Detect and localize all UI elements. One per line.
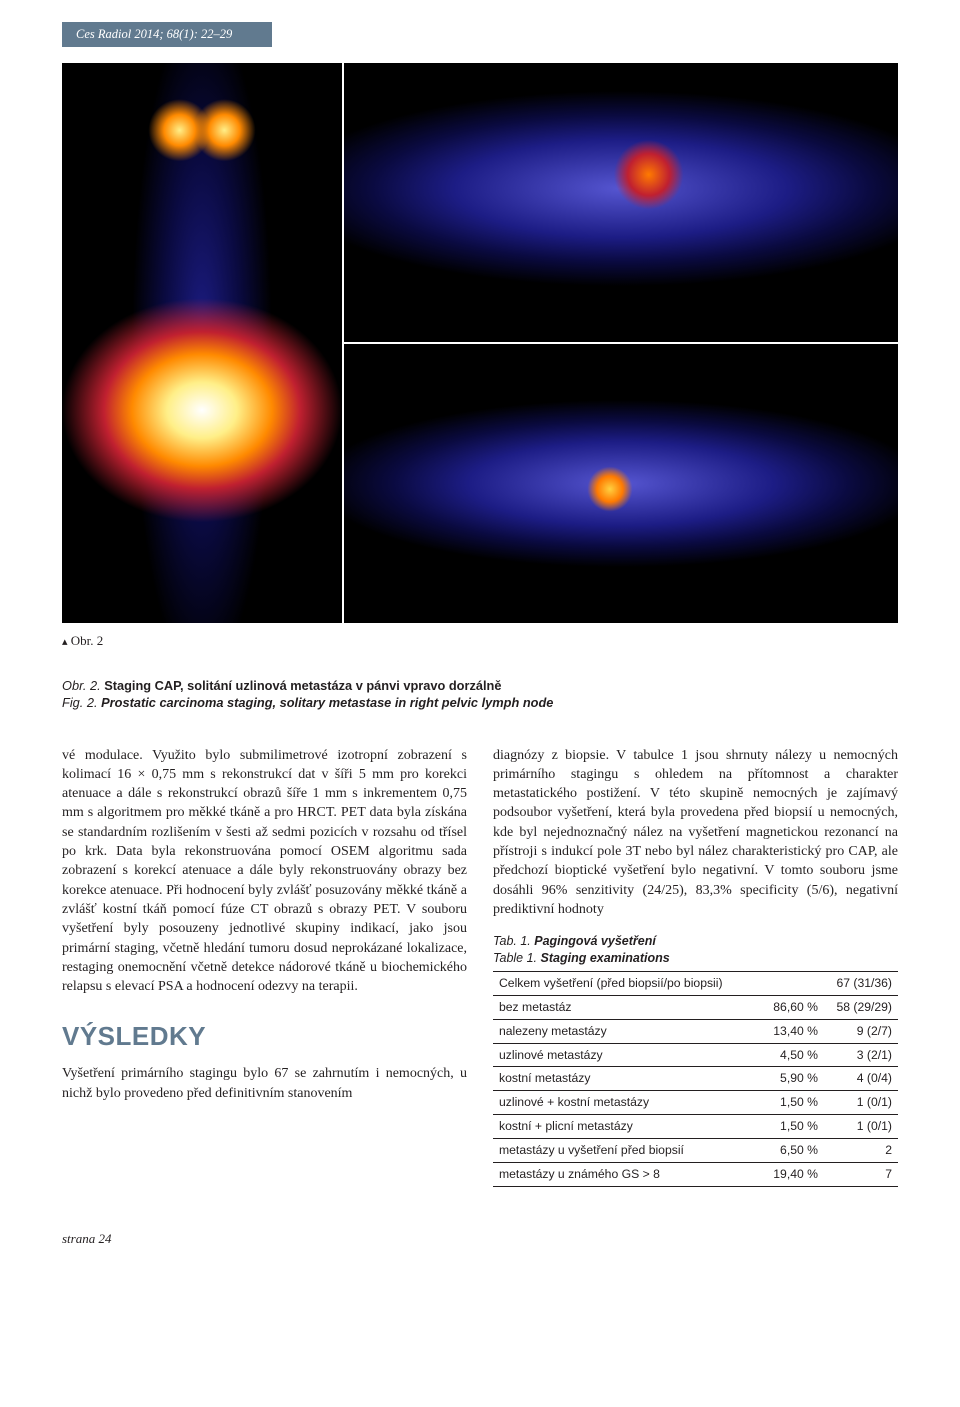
table-caption-cz-text: Pagingová vyšetření (534, 934, 656, 948)
table-row: uzlinové + kostní metastázy1,50 %1 (0/1) (493, 1091, 898, 1115)
caption-en-text: Prostatic carcinoma staging, solitary me… (101, 695, 553, 710)
left-paragraph-1: vé modulace. Využito bylo submilimetrové… (62, 746, 467, 997)
table-cell-n: 1 (0/1) (824, 1115, 898, 1139)
table-cell-n: 3 (2/1) (824, 1043, 898, 1067)
table-caption: Tab. 1. Pagingová vyšetření Table 1. Sta… (493, 933, 898, 967)
table-row: kostní metastázy5,90 %4 (0/4) (493, 1067, 898, 1091)
table-cell-label: uzlinové + kostní metastázy (493, 1091, 750, 1115)
table-row: nalezeny metastázy13,40 %9 (2/7) (493, 1019, 898, 1043)
table-cell-pct: 1,50 % (750, 1115, 824, 1139)
caption-cz-tag: Obr. 2. (62, 678, 101, 693)
table-cell-n: 67 (31/36) (824, 972, 898, 996)
table-cell-label: bez metastáz (493, 995, 750, 1019)
right-paragraph-1: diagnózy z biopsie. V tabulce 1 jsou shr… (493, 746, 898, 920)
figure-marker-label: Obr. 2 (71, 633, 104, 648)
table-cell-n: 58 (29/29) (824, 995, 898, 1019)
figure-2: ▴ Obr. 2 Obr. 2. Staging CAP, solitání u… (62, 63, 898, 712)
section-heading-results: VÝSLEDKY (62, 1019, 467, 1055)
table-cell-label: kostní metastázy (493, 1067, 750, 1091)
right-column: diagnózy z biopsie. V tabulce 1 jsou shr… (493, 746, 898, 1187)
table-cell-n: 7 (824, 1162, 898, 1186)
table-row: metastázy u známého GS > 819,40 %7 (493, 1162, 898, 1186)
table-cell-pct: 5,90 % (750, 1067, 824, 1091)
table-caption-cz-tag: Tab. 1. (493, 934, 531, 948)
table-cell-n: 9 (2/7) (824, 1019, 898, 1043)
table-cell-pct: 4,50 % (750, 1043, 824, 1067)
table-cell-n: 4 (0/4) (824, 1067, 898, 1091)
left-paragraph-2: Vyšetření primárního stagingu bylo 67 se… (62, 1064, 467, 1103)
journal-header: Ces Radiol 2014; 68(1): 22–29 (62, 22, 272, 47)
staging-table: Celkem vyšetření (před biopsií/po biopsi… (493, 971, 898, 1186)
table-cell-label: Celkem vyšetření (před biopsií/po biopsi… (493, 972, 824, 996)
table-cell-label: nalezeny metastázy (493, 1019, 750, 1043)
table-row: Celkem vyšetření (před biopsií/po biopsi… (493, 972, 898, 996)
table-cell-pct: 86,60 % (750, 995, 824, 1019)
table-cell-n: 2 (824, 1138, 898, 1162)
table-cell-pct: 1,50 % (750, 1091, 824, 1115)
figure-caption: Obr. 2. Staging CAP, solitání uzlinová m… (62, 677, 898, 712)
scan-coronal (62, 63, 342, 623)
figure-marker: ▴ Obr. 2 (62, 633, 898, 649)
table-row: kostní + plicní metastázy1,50 %1 (0/1) (493, 1115, 898, 1139)
table-cell-pct: 13,40 % (750, 1019, 824, 1043)
page-footer: strana 24 (62, 1231, 898, 1247)
table-cell-pct: 6,50 % (750, 1138, 824, 1162)
table-cell-label: metastázy u známého GS > 8 (493, 1162, 750, 1186)
caption-cz-text: Staging CAP, solitání uzlinová metastáza… (104, 678, 501, 693)
table-cell-label: kostní + plicní metastázy (493, 1115, 750, 1139)
table-row: metastázy u vyšetření před biopsií6,50 %… (493, 1138, 898, 1162)
table-cell-n: 1 (0/1) (824, 1091, 898, 1115)
table-cell-label: metastázy u vyšetření před biopsií (493, 1138, 750, 1162)
body-columns: vé modulace. Využito bylo submilimetrové… (62, 746, 898, 1187)
table-row: bez metastáz86,60 %58 (29/29) (493, 995, 898, 1019)
table-cell-pct: 19,40 % (750, 1162, 824, 1186)
table-row: uzlinové metastázy4,50 %3 (2/1) (493, 1043, 898, 1067)
caption-en-tag: Fig. 2. (62, 695, 98, 710)
table-caption-en-text: Staging examinations (541, 951, 670, 965)
triangle-up-icon: ▴ (62, 636, 68, 648)
table-caption-en-tag: Table 1. (493, 951, 537, 965)
left-column: vé modulace. Využito bylo submilimetrové… (62, 746, 467, 1187)
scan-axial-bottom (344, 344, 898, 623)
scan-axial-top (344, 63, 898, 342)
table-cell-label: uzlinové metastázy (493, 1043, 750, 1067)
